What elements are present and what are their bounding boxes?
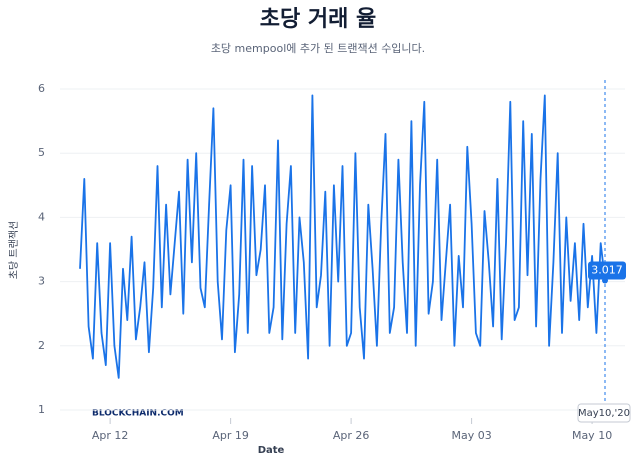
y-tick-label: 5 (38, 146, 45, 159)
y-tick-label: 4 (38, 210, 45, 223)
y-tick-label: 3 (38, 275, 45, 288)
tooltip-date-box (577, 403, 631, 423)
y-tick-label: 6 (38, 82, 45, 95)
x-axis-label: Date (258, 445, 285, 456)
watermark: BLOCKCHAIN.COM (92, 409, 184, 419)
data-line (79, 94, 606, 379)
chart-title: 초당 거래 율 (260, 7, 377, 32)
x-tick-label: May 10 (572, 429, 612, 442)
tooltip-value: 3.017 (591, 264, 623, 277)
x-tick-label: Apr 12 (92, 429, 129, 442)
x-tick-label: Apr 19 (212, 429, 249, 442)
y-tick-label: 1 (38, 403, 45, 416)
tooltip-box (588, 261, 626, 280)
y-tick-label: 2 (38, 339, 45, 352)
y-axis-label: 초당 트랜잭션 (8, 221, 20, 279)
x-tick-label: May 03 (451, 429, 491, 442)
x-tick-label: Apr 26 (333, 429, 370, 442)
tooltip-date: May10,'20 (578, 408, 630, 419)
chart-subtitle: 초당 mempool에 추가 된 트랜잭션 수입니다. (211, 42, 425, 55)
